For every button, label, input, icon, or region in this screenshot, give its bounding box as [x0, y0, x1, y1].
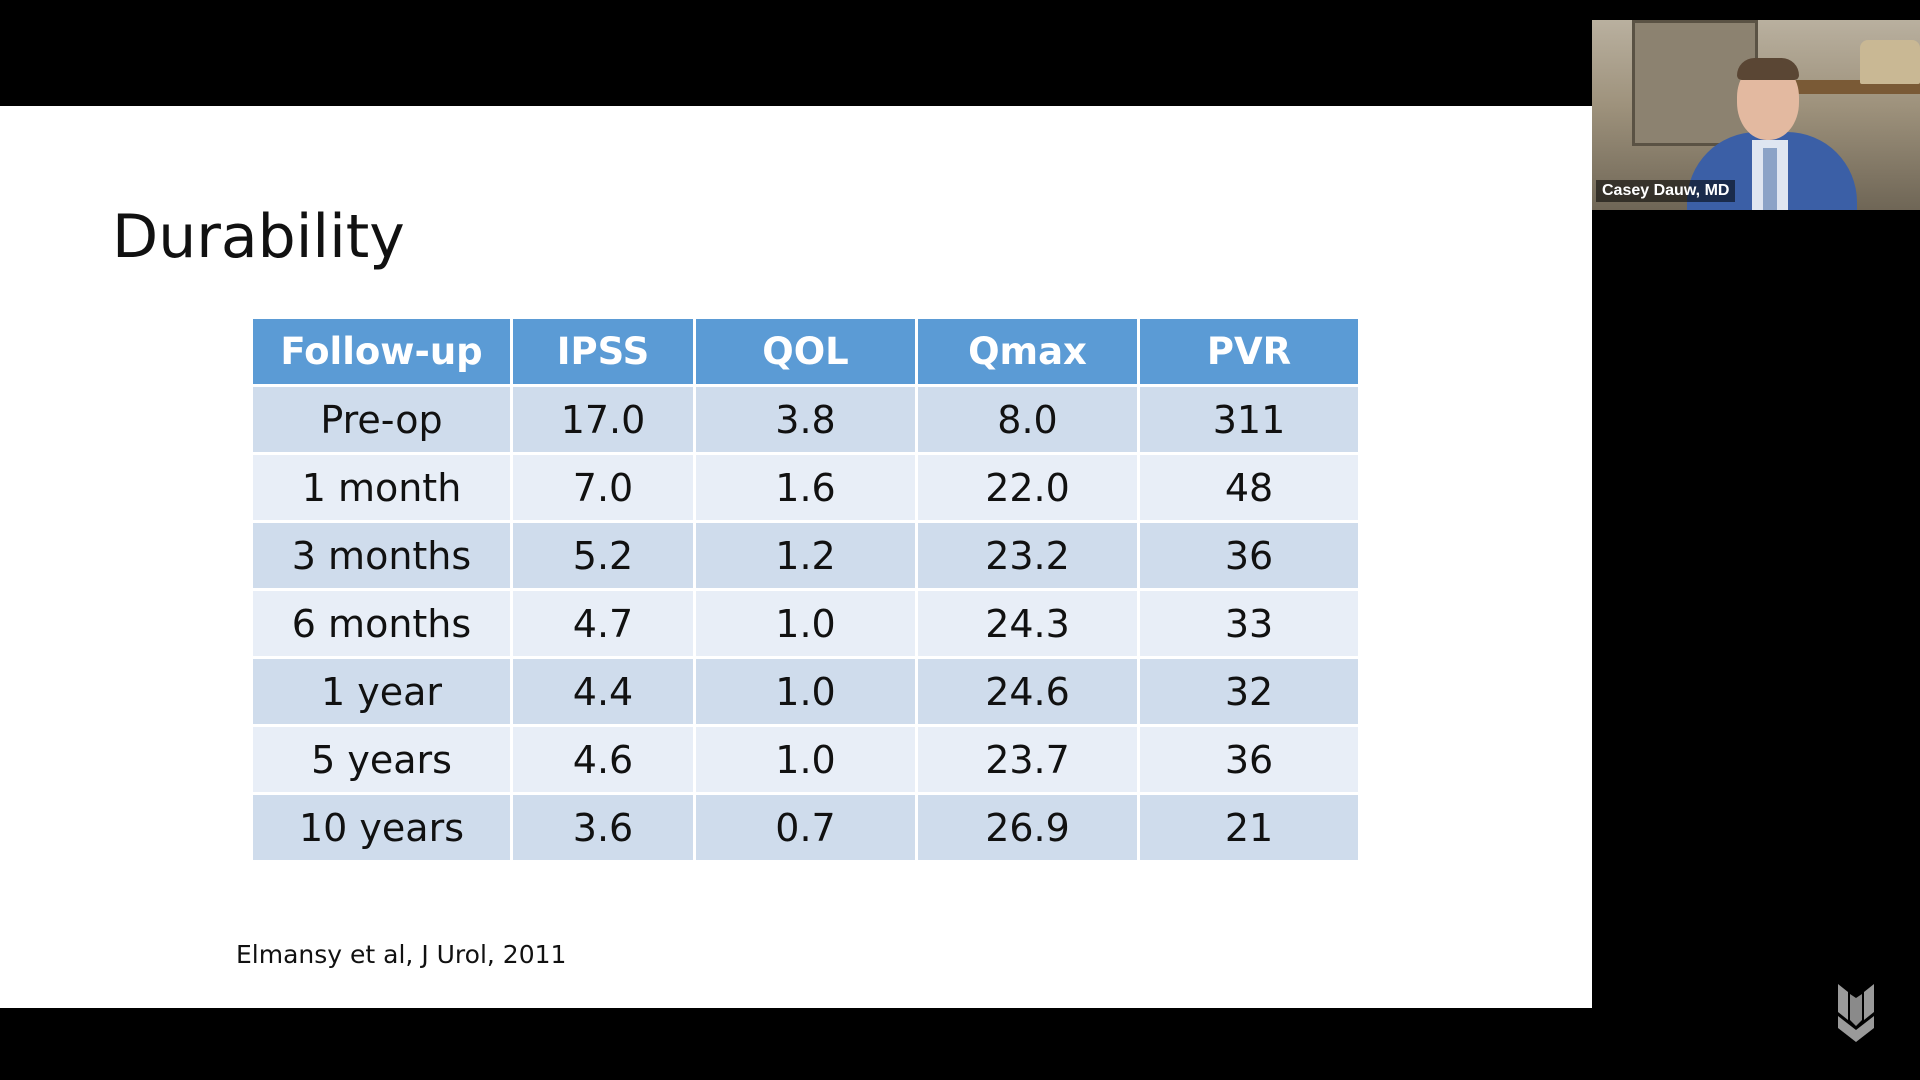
table-cell: 5.2 — [513, 523, 693, 588]
table-cell: 32 — [1140, 659, 1358, 724]
table-cell: 21 — [1140, 795, 1358, 860]
table-cell: 36 — [1140, 523, 1358, 588]
table-cell: 6 months — [253, 591, 510, 656]
table-row: 6 months 4.7 1.0 24.3 33 — [253, 591, 1358, 656]
table-row: 1 year 4.4 1.0 24.6 32 — [253, 659, 1358, 724]
table-cell: 3 months — [253, 523, 510, 588]
table-cell: 5 years — [253, 727, 510, 792]
table-cell: 4.6 — [513, 727, 693, 792]
presentation-slide: Durability Follow-up IPSS QOL Qmax PVR P… — [0, 106, 1592, 1008]
table-row: 10 years 3.6 0.7 26.9 21 — [253, 795, 1358, 860]
table-cell: 23.7 — [918, 727, 1137, 792]
column-header: PVR — [1140, 319, 1358, 384]
table-header-row: Follow-up IPSS QOL Qmax PVR — [253, 319, 1358, 384]
table-row: 1 month 7.0 1.6 22.0 48 — [253, 455, 1358, 520]
table-cell: 33 — [1140, 591, 1358, 656]
table-cell: 311 — [1140, 387, 1358, 452]
table-cell: 0.7 — [696, 795, 915, 860]
column-header: QOL — [696, 319, 915, 384]
table-cell: 1.0 — [696, 591, 915, 656]
column-header: Follow-up — [253, 319, 510, 384]
table-row: Pre-op 17.0 3.8 8.0 311 — [253, 387, 1358, 452]
background-lamp — [1860, 40, 1920, 84]
citation-text: Elmansy et al, J Urol, 2011 — [236, 940, 567, 969]
speaker-tie — [1763, 148, 1777, 210]
table-cell: 1 year — [253, 659, 510, 724]
table-cell: 1.2 — [696, 523, 915, 588]
table-cell: 8.0 — [918, 387, 1137, 452]
table-cell: 1.6 — [696, 455, 915, 520]
table-cell: 26.9 — [918, 795, 1137, 860]
table-cell: 24.6 — [918, 659, 1137, 724]
table-cell: 4.7 — [513, 591, 693, 656]
table-row: 5 years 4.6 1.0 23.7 36 — [253, 727, 1358, 792]
speaker-webcam-thumbnail[interactable]: Casey Dauw, MD — [1592, 20, 1920, 210]
column-header: IPSS — [513, 319, 693, 384]
table-cell: 48 — [1140, 455, 1358, 520]
table-cell: 1.0 — [696, 727, 915, 792]
table-cell: 17.0 — [513, 387, 693, 452]
table-cell: 36 — [1140, 727, 1358, 792]
column-header: Qmax — [918, 319, 1137, 384]
table-row: 3 months 5.2 1.2 23.2 36 — [253, 523, 1358, 588]
participant-name-label: Casey Dauw, MD — [1596, 180, 1736, 202]
speaker-hair — [1737, 58, 1799, 80]
table-cell: 22.0 — [918, 455, 1137, 520]
slide-title: Durability — [112, 202, 405, 272]
table-cell: 24.3 — [918, 591, 1137, 656]
table-cell: 3.8 — [696, 387, 915, 452]
durability-table: Follow-up IPSS QOL Qmax PVR Pre-op 17.0 … — [250, 316, 1361, 863]
table-cell: 7.0 — [513, 455, 693, 520]
table-cell: 4.4 — [513, 659, 693, 724]
table-cell: 10 years — [253, 795, 510, 860]
background-frame — [1632, 20, 1758, 146]
table-cell: 23.2 — [918, 523, 1137, 588]
table-cell: 3.6 — [513, 795, 693, 860]
table-cell: 1 month — [253, 455, 510, 520]
chevron-shield-logo-icon — [1838, 984, 1874, 1042]
table-cell: 1.0 — [696, 659, 915, 724]
table-cell: Pre-op — [253, 387, 510, 452]
